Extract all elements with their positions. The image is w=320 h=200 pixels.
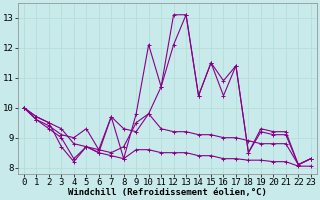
X-axis label: Windchill (Refroidissement éolien,°C): Windchill (Refroidissement éolien,°C) bbox=[68, 188, 267, 197]
